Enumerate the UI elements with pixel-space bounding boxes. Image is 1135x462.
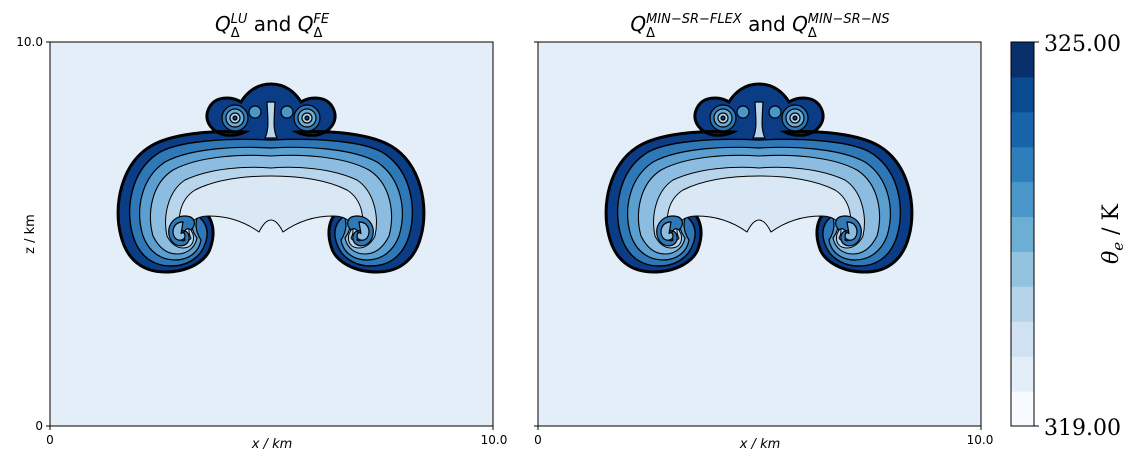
left-ytick-0: 0: [35, 419, 43, 433]
left-ticks: [46, 41, 494, 430]
colorbar-frame: [1010, 41, 1035, 427]
colorbar-max-label: 325.00: [1044, 32, 1121, 57]
right-plot-frame: [537, 41, 982, 427]
left-plot-panel: 0 10.0 0 10.0 x / km z / km QΔLU and QΔF…: [16, 12, 507, 452]
right-xtick-1: 10.0: [967, 433, 994, 447]
left-title: QΔLU and QΔFE: [215, 12, 330, 41]
colorbar: 325.00 319.00 θe / K: [1010, 32, 1127, 441]
left-plot-frame: [49, 41, 494, 427]
colorbar-band: [1011, 111, 1034, 148]
colorbar-band: [1011, 286, 1034, 322]
colorbar-min-label: 319.00: [1044, 416, 1121, 441]
colorbar-band: [1011, 391, 1034, 427]
colorbar-band: [1011, 181, 1034, 218]
colorbar-band: [1011, 321, 1034, 357]
colorbar-band: [1011, 251, 1034, 287]
left-xtick-0: 0: [46, 433, 54, 447]
colorbar-band: [1011, 42, 1034, 78]
left-ytick-1: 10.0: [16, 35, 43, 49]
right-ticks: [534, 41, 982, 430]
right-plot-panel: 0 10.0 x / km QΔMIN−SR−FLEX and QΔMIN−SR…: [534, 12, 993, 452]
colorbar-label: θe / K: [1099, 203, 1127, 264]
right-xlabel: x / km: [739, 437, 781, 452]
right-xtick-0: 0: [534, 433, 542, 447]
right-title: QΔMIN−SR−FLEX and QΔMIN−SR−NS: [630, 12, 889, 41]
colorbar-bands: [1011, 42, 1034, 427]
left-xlabel: x / km: [251, 437, 293, 452]
left-ylabel: z / km: [23, 214, 38, 254]
colorbar-band: [1011, 76, 1034, 113]
left-xtick-1: 10.0: [481, 433, 508, 447]
colorbar-band: [1011, 216, 1034, 252]
colorbar-band: [1011, 356, 1034, 392]
colorbar-band: [1011, 146, 1034, 183]
